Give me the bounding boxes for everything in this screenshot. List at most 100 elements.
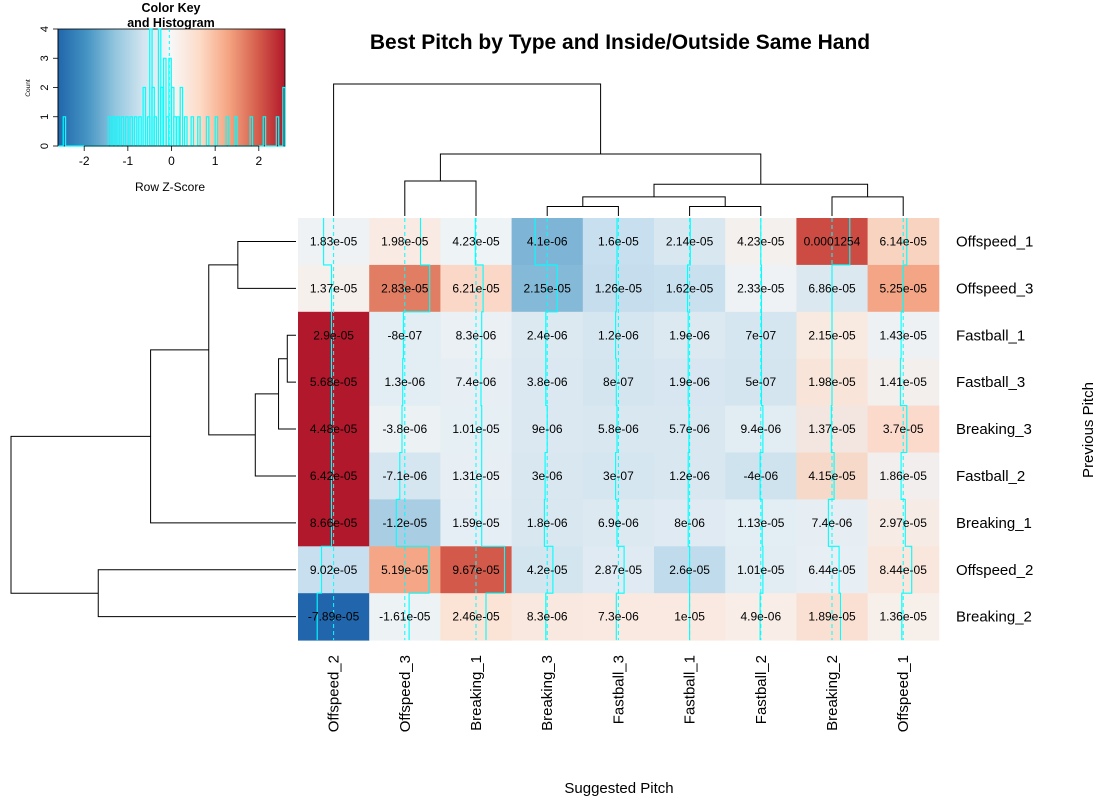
cell-value-labels: 1.83e-05 1.98e-05 4.23e-05 4.1e-06 1.6e-05 2.… [308, 234, 927, 623]
cell-value-label: 1.2e-06 [598, 328, 639, 342]
column-labels: Offspeed_2 Offspeed_3 Breaking_1 Breaking_3… [326, 655, 913, 732]
cell-value-label: 1.9e-06 [669, 375, 710, 389]
cell-value-label: 1.62e-05 [666, 281, 714, 295]
row-label: Breaking_2 [956, 609, 1032, 626]
cell-value-label: 1.59e-05 [452, 516, 500, 530]
cell-value-label: 9e-06 [532, 422, 563, 436]
row-label: Fastball_3 [956, 374, 1025, 391]
trace-line [827, 218, 851, 641]
cell-value-label: 1.98e-05 [381, 234, 429, 248]
key-x-tick-label: -2 [79, 154, 90, 168]
row-dendrogram-branch [286, 334, 296, 383]
cell-value-label: 7.4e-06 [812, 516, 853, 530]
cell-value-label: 1.6e-05 [598, 234, 639, 248]
cell-value-label: 1.41e-05 [880, 375, 928, 389]
cell-value-label: 1.13e-05 [737, 516, 785, 530]
cell-value-label: 1.43e-05 [880, 328, 928, 342]
key-y-tick-label: 1 [39, 114, 51, 120]
cell-value-label: 1.3e-06 [384, 375, 425, 389]
y-axis-label: Previous Pitch [1080, 382, 1097, 478]
cell-value-label: 1.01e-05 [737, 563, 785, 577]
cell-value-label: 4.48e-05 [310, 422, 358, 436]
cell-value-label: 2.15e-05 [808, 328, 856, 342]
column-label: Offspeed_2 [326, 655, 343, 732]
cell-value-label: 6.86e-05 [808, 281, 856, 295]
cell-value-label: 5.19e-05 [381, 563, 429, 577]
cell-value-label: 5.25e-05 [880, 281, 928, 295]
color-key-title-line1: Color Key [141, 1, 200, 15]
cell-value-label: -4e-06 [743, 469, 778, 483]
key-x-tick-label: -1 [123, 154, 134, 168]
row-label: Fastball_2 [956, 468, 1025, 485]
column-label: Fastball_2 [753, 655, 770, 724]
column-dendrogram [333, 83, 904, 216]
trace-line [686, 218, 691, 641]
cell-value-label: 1.2e-06 [669, 469, 710, 483]
cell-value-label: 8e-06 [674, 516, 705, 530]
cell-value-label: 4.23e-05 [737, 234, 785, 248]
cell-value-label: 5.7e-06 [669, 422, 710, 436]
row-label: Offspeed_1 [956, 233, 1033, 250]
key-x-tick-label: 0 [168, 154, 175, 168]
key-y-tick-label: 4 [39, 26, 51, 32]
cell-value-label: 7e-07 [745, 328, 776, 342]
cell-value-label: 2.4e-06 [527, 328, 568, 342]
cell-value-label: 4.23e-05 [452, 234, 500, 248]
cell-value-label: 6.14e-05 [880, 234, 928, 248]
cell-value-label: 8.44e-05 [880, 563, 928, 577]
cell-value-label: -7.1e-06 [382, 469, 427, 483]
cell-value-label: 8.66e-05 [310, 516, 358, 530]
column-label: Breaking_1 [468, 655, 485, 731]
column-dendrogram-branch [546, 205, 619, 216]
trace-line [899, 218, 913, 641]
column-dendrogram-branch [831, 196, 904, 216]
row-dendrogram [10, 240, 296, 618]
trace-line [316, 218, 333, 641]
cell-value-label: 3.8e-06 [527, 375, 568, 389]
cell-value-label: 1.01e-05 [452, 422, 500, 436]
cell-value-label: 2.33e-05 [737, 281, 785, 295]
cell-value-label: 2.97e-05 [880, 516, 928, 530]
trace-line [759, 218, 764, 641]
column-label: Offspeed_1 [895, 655, 912, 732]
trace-line [395, 218, 431, 641]
cell-value-label: 5.68e-05 [310, 375, 358, 389]
cell-value-label: 9.4e-06 [740, 422, 781, 436]
trace-line [534, 218, 558, 641]
key-y-tick-label: 3 [39, 55, 51, 61]
trace-line [615, 218, 625, 641]
cell-value-label: 2.6e-05 [669, 563, 710, 577]
cell-value-label: 3.7e-05 [883, 422, 924, 436]
cell-value-label: 4.1e-06 [527, 234, 568, 248]
cell-value-label: 7.3e-06 [598, 610, 639, 624]
cell-value-label: 5e-07 [745, 375, 776, 389]
key-x-tick-label: 1 [212, 154, 219, 168]
trace-lines [316, 218, 913, 641]
cell-value-label: 3e-06 [532, 469, 563, 483]
row-dendrogram-branch [10, 435, 151, 594]
column-dendrogram-branch [653, 183, 869, 197]
cell-value-label: 7.4e-06 [456, 375, 497, 389]
row-label: Breaking_3 [956, 421, 1032, 438]
column-label: Breaking_2 [824, 655, 841, 731]
column-label: Breaking_3 [539, 655, 556, 731]
key-y-tick-label: 2 [39, 84, 51, 90]
color-key-x-label: Row Z-Score [135, 180, 205, 194]
cell-value-label: 1.37e-05 [808, 422, 856, 436]
row-labels: Offspeed_1 Offspeed_3 Fastball_1 Fastball_3… [956, 233, 1033, 625]
cell-value-label: 1.89e-05 [808, 610, 856, 624]
row-label: Fastball_1 [956, 327, 1025, 344]
cell-value-label: 1.36e-05 [880, 610, 928, 624]
cell-value-label: -1.2e-05 [382, 516, 427, 530]
row-label: Offspeed_3 [956, 280, 1033, 297]
color-key-title-line2: and Histogram [127, 16, 215, 30]
cell-value-label: 9.02e-05 [310, 563, 358, 577]
key-y-tick-label: 0 [39, 143, 51, 149]
cell-value-label: 3e-07 [603, 469, 634, 483]
cell-value-label: 1.26e-05 [595, 281, 643, 295]
row-label: Offspeed_2 [956, 562, 1033, 579]
color-key: Color Key and Histogram -2 -1 0 1 2 0 1 2 3 4 Ro… [25, 1, 286, 194]
cell-value-label: 6.9e-06 [598, 516, 639, 530]
cell-value-label: 8.3e-06 [456, 328, 497, 342]
